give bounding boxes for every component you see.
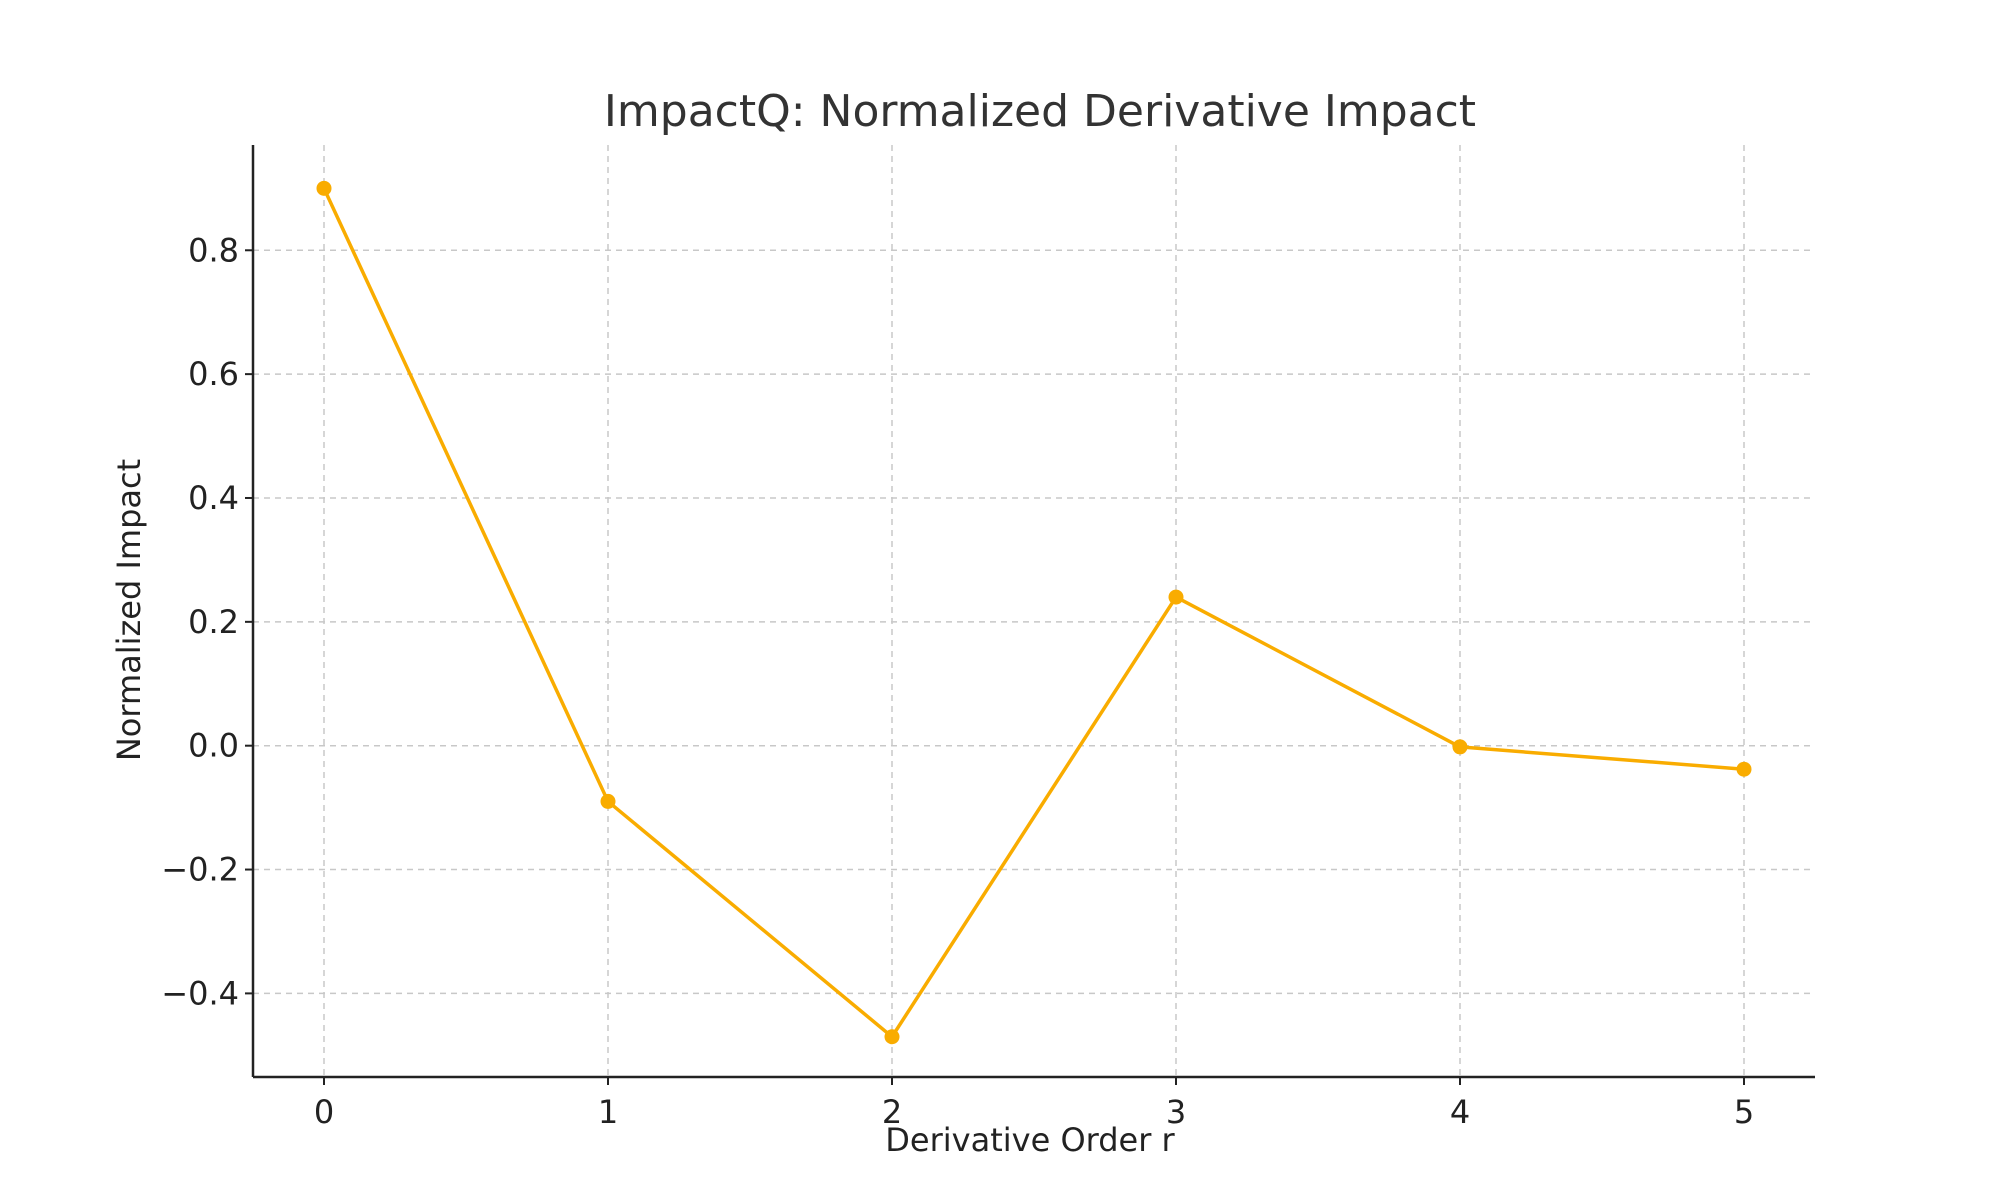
y-tick-label-5: 0.6	[188, 355, 239, 393]
grid	[253, 145, 1815, 1077]
x-axis-label: Derivative Order r	[885, 1121, 1175, 1159]
x-tick-label-2: 2	[882, 1093, 902, 1131]
data-point-0	[316, 180, 332, 196]
y-tick-label-2: 0.0	[188, 727, 239, 765]
y-tick-label-4: 0.4	[188, 479, 239, 517]
data-point-4	[1452, 739, 1468, 755]
y-axis-label: Normalized Impact	[110, 459, 148, 761]
x-tick-label-0: 0	[314, 1093, 334, 1131]
chart-title: ImpactQ: Normalized Derivative Impact	[604, 86, 1476, 137]
series-layer	[316, 180, 1752, 1045]
y-tick-label-1: −0.2	[161, 851, 239, 889]
series-line-0	[322, 187, 1745, 1039]
x-tick-label-1: 1	[598, 1093, 618, 1131]
y-tick-label-3: 0.2	[188, 603, 239, 641]
data-point-3	[1168, 589, 1184, 605]
data-point-5	[1736, 761, 1752, 777]
data-point-1	[600, 793, 616, 809]
x-tick-label-3: 3	[1166, 1093, 1186, 1131]
data-point-2	[884, 1029, 900, 1045]
y-tick-label-0: −0.4	[161, 974, 239, 1012]
tick-labels: 0 1 2 3 4 5 −0.4 −0.2 0.0 0.2 0.4 0.6 0.8	[161, 231, 1754, 1131]
x-tick-label-4: 4	[1450, 1093, 1470, 1131]
x-tick-label-5: 5	[1734, 1093, 1754, 1131]
y-tick-label-6: 0.8	[188, 231, 239, 269]
axes	[245, 145, 1815, 1085]
